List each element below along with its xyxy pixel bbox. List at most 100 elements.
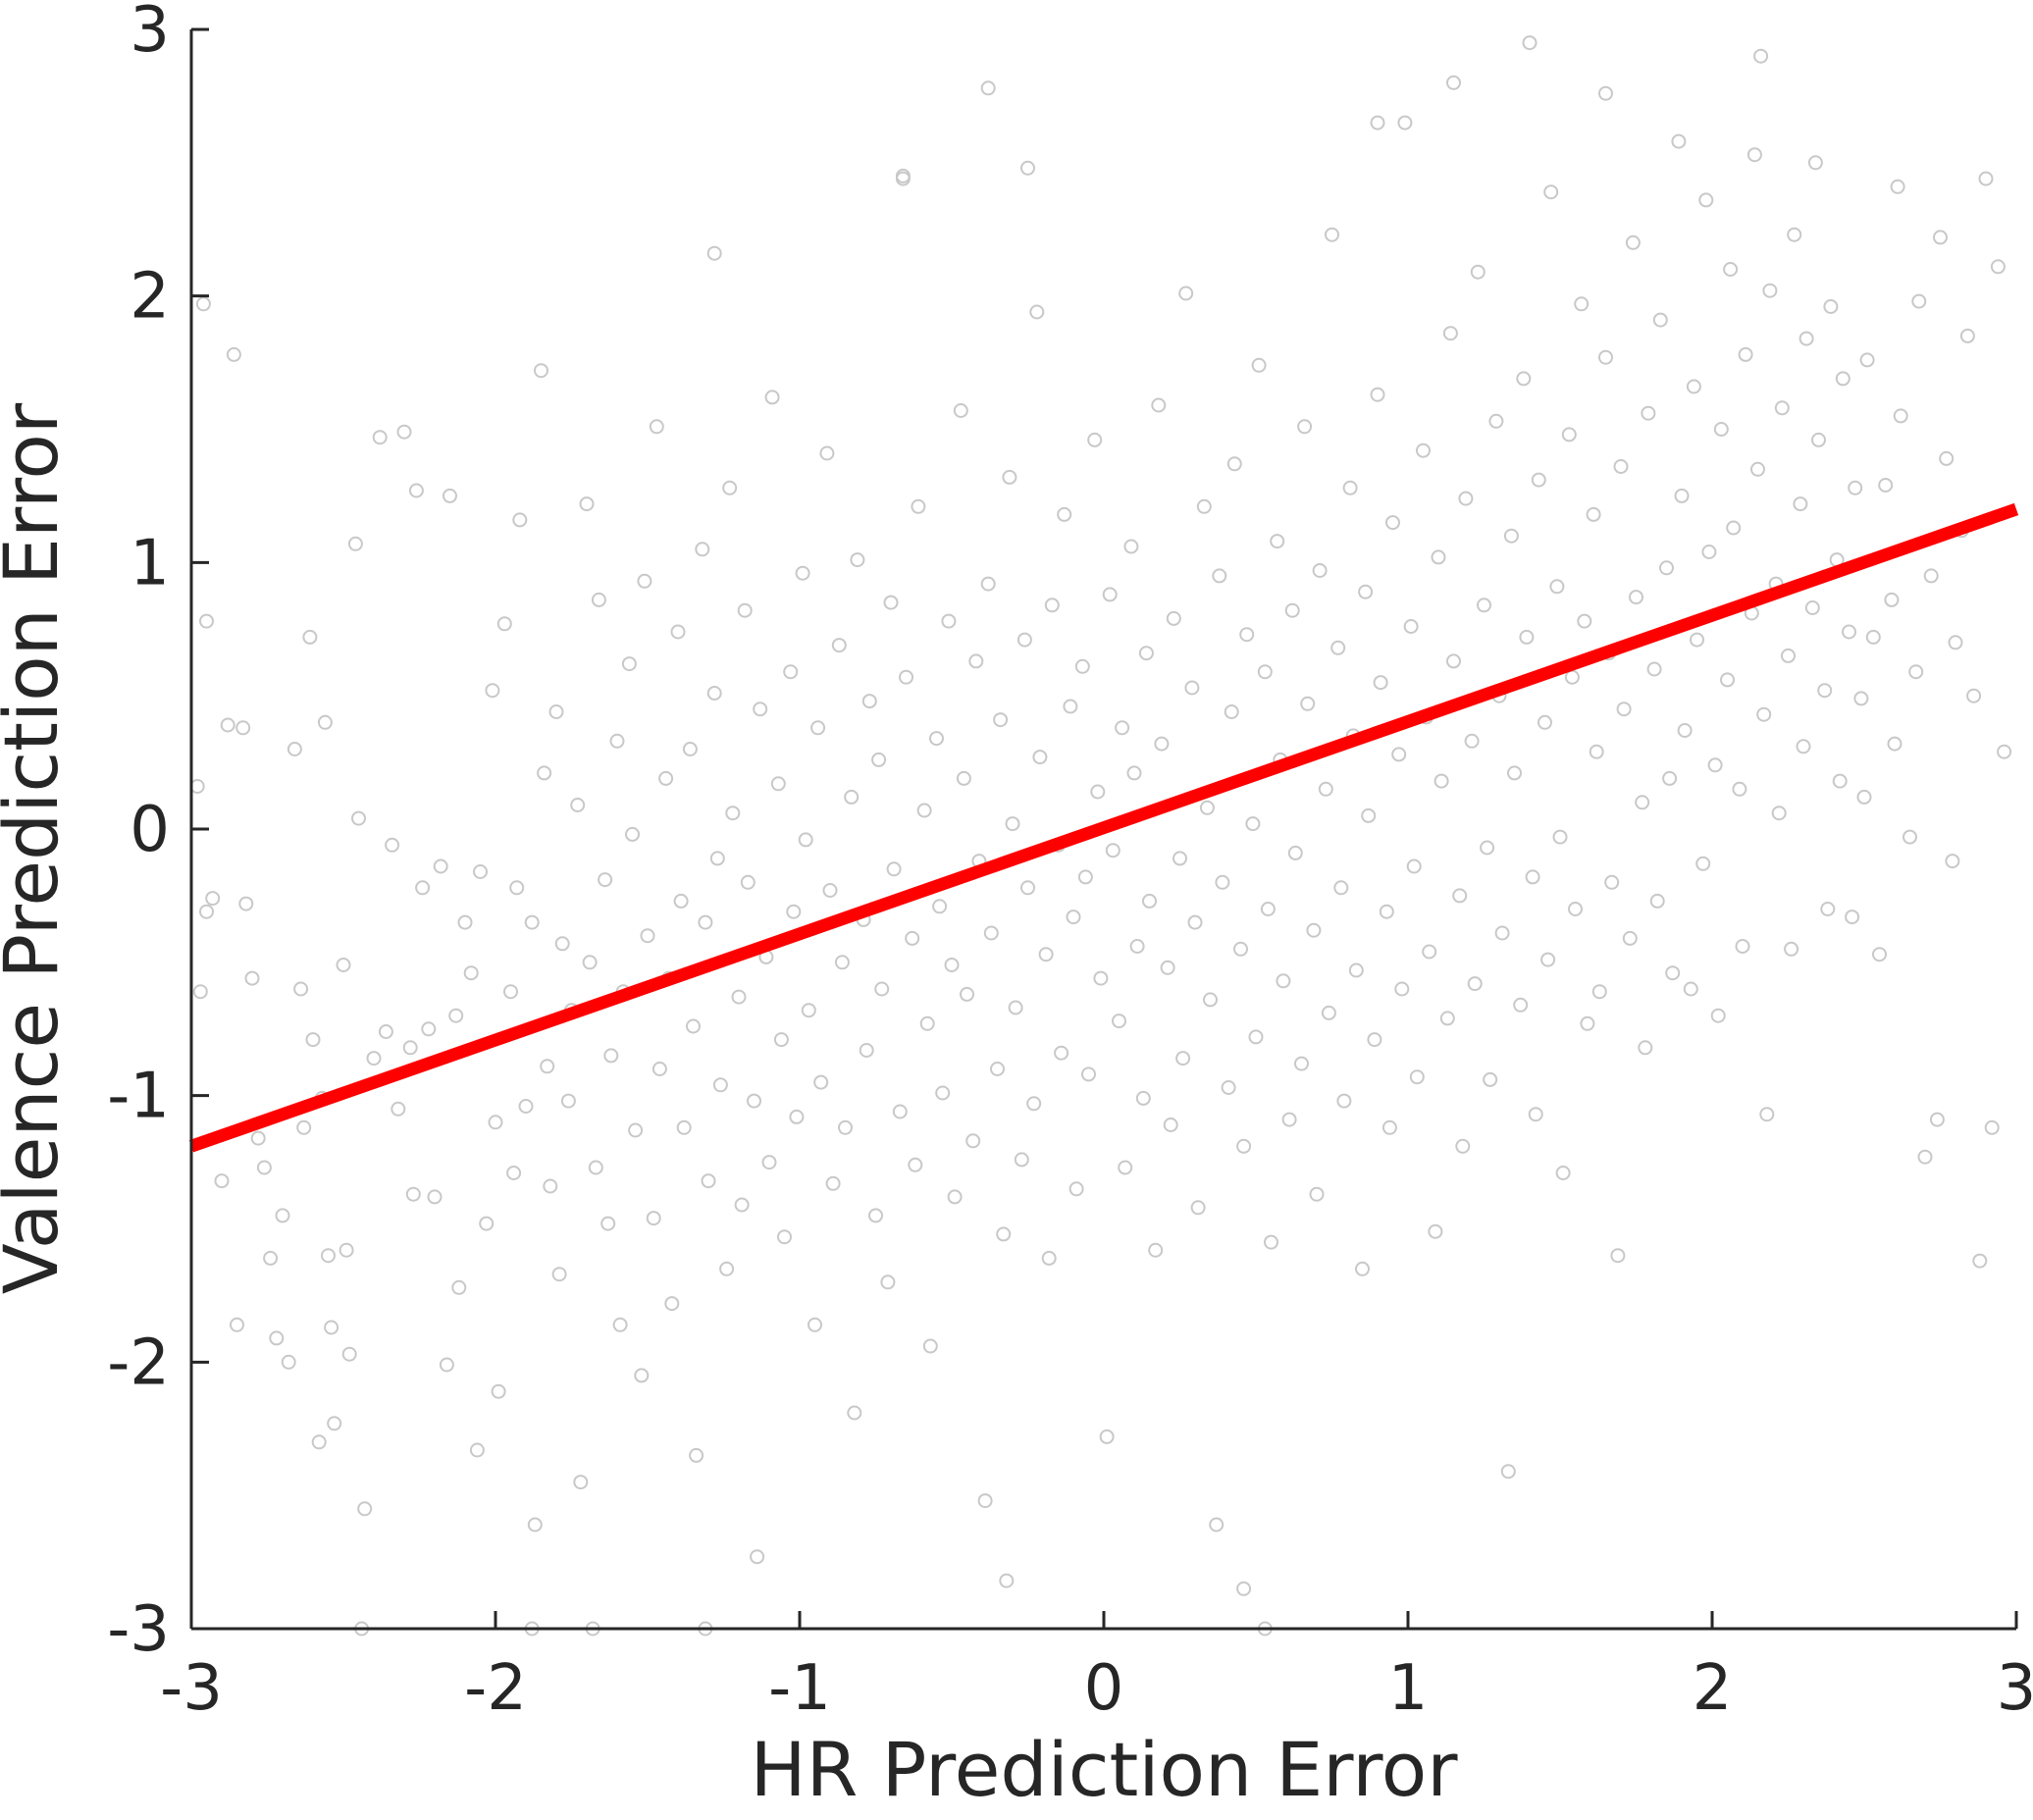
data-point xyxy=(1549,579,1565,595)
data-point xyxy=(1577,613,1592,629)
data-point xyxy=(1698,192,1714,208)
y-tick-label: -1 xyxy=(107,1061,170,1133)
data-point xyxy=(1519,629,1535,645)
data-point xyxy=(415,880,431,896)
data-point xyxy=(673,893,689,909)
data-point xyxy=(1738,346,1753,362)
data-point xyxy=(1598,349,1613,365)
data-point xyxy=(1385,515,1400,531)
data-point xyxy=(1543,184,1559,200)
data-point xyxy=(1163,1118,1178,1132)
data-point xyxy=(1318,781,1333,797)
data-point xyxy=(737,602,753,618)
data-point xyxy=(1848,480,1863,495)
data-point xyxy=(1020,160,1035,176)
data-point xyxy=(199,904,214,919)
data-point xyxy=(1135,1090,1151,1106)
data-point xyxy=(347,536,363,551)
data-point xyxy=(1494,925,1510,941)
data-point xyxy=(1057,506,1072,522)
data-point xyxy=(1446,653,1461,669)
data-point xyxy=(439,1357,454,1373)
data-point xyxy=(1281,1112,1297,1127)
data-point xyxy=(1032,750,1048,765)
data-point xyxy=(1014,1152,1029,1168)
data-point xyxy=(1629,590,1643,605)
data-point xyxy=(892,1104,908,1119)
data-point xyxy=(1446,75,1461,90)
data-point xyxy=(1221,1080,1236,1095)
data-point xyxy=(1115,720,1130,736)
data-point xyxy=(1598,85,1613,101)
data-point xyxy=(540,1059,555,1074)
data-point xyxy=(1105,843,1121,858)
data-point xyxy=(1753,48,1769,64)
data-point xyxy=(1431,549,1446,565)
data-point xyxy=(1381,1119,1397,1135)
data-point xyxy=(1832,773,1848,789)
data-point xyxy=(712,1077,728,1093)
data-point xyxy=(689,1447,704,1463)
data-point xyxy=(402,1040,418,1056)
x-tick-label: 1 xyxy=(1388,1652,1429,1725)
data-point xyxy=(1528,1107,1543,1122)
data-point xyxy=(1294,1056,1309,1071)
data-point xyxy=(293,981,309,997)
data-point xyxy=(1793,496,1808,512)
data-point xyxy=(609,733,625,749)
data-point xyxy=(372,430,388,445)
data-point xyxy=(847,1405,862,1421)
data-point xyxy=(621,656,637,672)
data-point xyxy=(1087,432,1103,447)
data-point xyxy=(1300,696,1316,711)
data-point xyxy=(1568,902,1583,916)
data-point xyxy=(534,363,548,379)
data-point xyxy=(1677,723,1693,738)
data-point xyxy=(573,1475,589,1490)
data-point xyxy=(1674,488,1690,503)
data-point xyxy=(341,1346,357,1362)
y-tick-label: -2 xyxy=(107,1326,170,1399)
data-point xyxy=(448,1008,464,1023)
data-point xyxy=(1503,528,1519,544)
data-point xyxy=(391,1101,406,1117)
data-point xyxy=(1796,739,1811,754)
data-point xyxy=(637,573,652,589)
data-point xyxy=(1561,427,1577,442)
x-tick-label: 0 xyxy=(1084,1652,1124,1725)
data-point xyxy=(880,1274,896,1290)
data-point xyxy=(960,986,974,1002)
data-point xyxy=(1212,568,1227,584)
data-point xyxy=(256,1160,272,1175)
data-point xyxy=(1842,624,1856,640)
data-point xyxy=(1260,902,1276,916)
data-point xyxy=(1972,1253,1988,1269)
data-point xyxy=(1713,422,1729,437)
data-point xyxy=(1287,845,1303,860)
data-point xyxy=(1325,227,1339,242)
data-point xyxy=(838,1119,853,1135)
data-point xyxy=(1342,480,1358,495)
y-tick-label: 1 xyxy=(130,527,170,599)
data-point xyxy=(479,1216,495,1231)
data-point xyxy=(1477,598,1491,613)
data-point xyxy=(1613,459,1629,474)
data-point xyxy=(1959,328,1975,343)
data-point xyxy=(537,765,552,781)
data-point xyxy=(1093,970,1109,986)
data-point xyxy=(524,914,540,930)
data-point xyxy=(1683,981,1698,997)
data-point xyxy=(1239,627,1255,643)
data-point xyxy=(1248,1029,1264,1045)
y-tick-label: 3 xyxy=(130,0,170,67)
data-point xyxy=(1890,179,1905,194)
data-point xyxy=(192,984,208,1000)
data-point xyxy=(777,1229,792,1245)
data-point xyxy=(1966,688,1982,703)
data-point xyxy=(1077,869,1093,885)
data-point xyxy=(859,1043,874,1058)
data-point xyxy=(1646,661,1662,677)
data-point xyxy=(625,826,640,842)
data-point xyxy=(1336,1093,1352,1109)
data-point xyxy=(1002,469,1017,485)
